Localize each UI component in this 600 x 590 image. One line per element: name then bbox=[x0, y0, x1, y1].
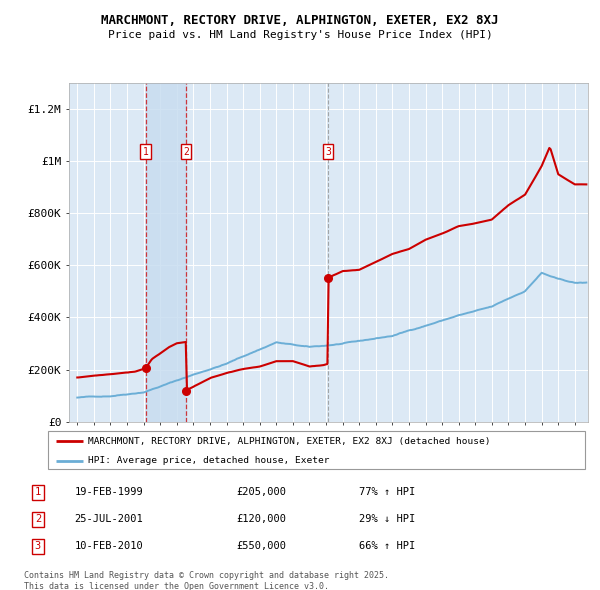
Bar bbox=[146, 83, 186, 422]
Text: 10-FEB-2010: 10-FEB-2010 bbox=[74, 542, 143, 552]
Text: Price paid vs. HM Land Registry's House Price Index (HPI): Price paid vs. HM Land Registry's House … bbox=[107, 31, 493, 40]
Text: MARCHMONT, RECTORY DRIVE, ALPHINGTON, EXETER, EX2 8XJ: MARCHMONT, RECTORY DRIVE, ALPHINGTON, EX… bbox=[101, 14, 499, 27]
Text: £120,000: £120,000 bbox=[236, 514, 286, 525]
Text: 19-FEB-1999: 19-FEB-1999 bbox=[74, 487, 143, 497]
Text: MARCHMONT, RECTORY DRIVE, ALPHINGTON, EXETER, EX2 8XJ (detached house): MARCHMONT, RECTORY DRIVE, ALPHINGTON, EX… bbox=[88, 437, 491, 446]
Text: HPI: Average price, detached house, Exeter: HPI: Average price, detached house, Exet… bbox=[88, 456, 330, 465]
Text: £550,000: £550,000 bbox=[236, 542, 286, 552]
Text: 3: 3 bbox=[35, 542, 41, 552]
Text: 29% ↓ HPI: 29% ↓ HPI bbox=[359, 514, 415, 525]
Text: Contains HM Land Registry data © Crown copyright and database right 2025.
This d: Contains HM Land Registry data © Crown c… bbox=[24, 571, 389, 590]
Text: 3: 3 bbox=[325, 147, 331, 157]
Text: 2: 2 bbox=[35, 514, 41, 525]
Text: 2: 2 bbox=[183, 147, 189, 157]
Text: 1: 1 bbox=[35, 487, 41, 497]
Text: £205,000: £205,000 bbox=[236, 487, 286, 497]
Text: 66% ↑ HPI: 66% ↑ HPI bbox=[359, 542, 415, 552]
Text: 1: 1 bbox=[143, 147, 149, 157]
Text: 25-JUL-2001: 25-JUL-2001 bbox=[74, 514, 143, 525]
Text: 77% ↑ HPI: 77% ↑ HPI bbox=[359, 487, 415, 497]
